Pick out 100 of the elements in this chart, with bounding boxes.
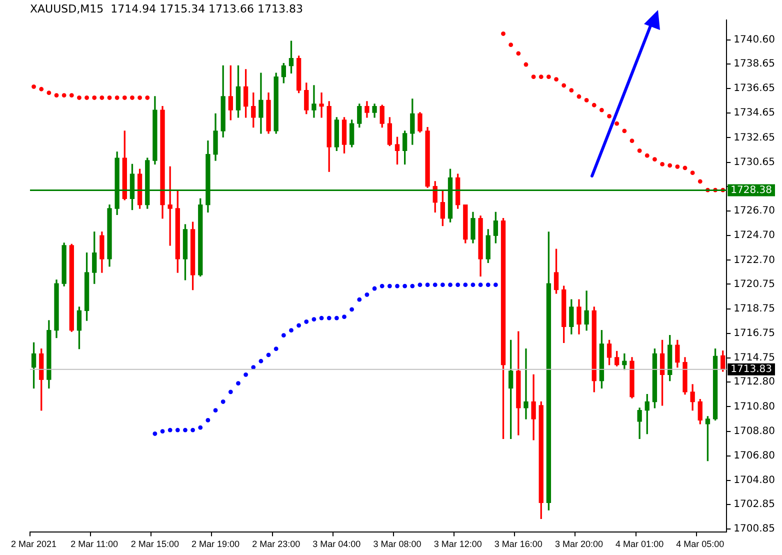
x-tick-label: 3 Mar 20:00 xyxy=(554,539,604,550)
point xyxy=(569,88,574,93)
point xyxy=(478,282,483,288)
point xyxy=(644,153,650,158)
point xyxy=(130,96,134,100)
x-tick-label: 2 Mar 15:00 xyxy=(130,539,179,550)
point xyxy=(675,164,680,169)
point xyxy=(538,74,544,80)
point xyxy=(380,284,384,288)
point xyxy=(372,286,377,291)
point xyxy=(622,128,627,134)
y-tick-label: 1726.70 xyxy=(734,206,776,217)
y-tick-label: 1724.70 xyxy=(734,230,776,242)
point xyxy=(266,352,271,358)
point xyxy=(508,42,514,48)
point xyxy=(251,365,256,370)
y-tick-label: 1734.65 xyxy=(734,108,776,119)
point xyxy=(281,333,286,338)
y-tick-label: 1730.65 xyxy=(734,156,776,168)
y-tick-label: 1708.80 xyxy=(734,426,776,437)
point xyxy=(62,93,66,98)
point xyxy=(213,408,218,413)
point xyxy=(258,358,264,364)
y-tick-label: 1738.65 xyxy=(734,58,776,70)
point xyxy=(637,148,642,153)
point xyxy=(46,90,52,96)
y-tick-label: 1718.75 xyxy=(734,303,776,314)
point xyxy=(220,400,226,404)
candlestick xyxy=(524,348,528,420)
point xyxy=(138,96,142,100)
x-tick-label: 2 Mar 11:00 xyxy=(70,539,118,550)
point xyxy=(190,428,196,432)
point xyxy=(228,390,233,394)
y-tick-label: 1706.80 xyxy=(734,450,776,462)
point xyxy=(440,282,445,288)
point xyxy=(682,166,688,170)
point xyxy=(698,179,702,184)
point xyxy=(69,93,74,98)
point xyxy=(152,432,158,436)
point xyxy=(84,96,89,100)
x-tick-label: 4 Mar 01:00 xyxy=(616,539,664,550)
y-tick-label: 1740.60 xyxy=(734,34,776,46)
point xyxy=(145,96,150,100)
point xyxy=(244,372,248,377)
point xyxy=(418,282,422,288)
point xyxy=(107,96,112,100)
x-tick-label: 2 Mar 19:00 xyxy=(192,539,240,550)
point xyxy=(576,94,582,99)
point xyxy=(402,284,408,288)
point xyxy=(493,282,498,288)
point xyxy=(660,162,664,166)
point xyxy=(183,428,188,432)
x-tick-label: 4 Mar 05:00 xyxy=(676,539,724,550)
point xyxy=(296,323,302,328)
point xyxy=(54,93,59,98)
x-tick-label: 3 Mar 08:00 xyxy=(373,539,422,550)
point xyxy=(168,428,172,432)
point xyxy=(326,316,332,320)
point xyxy=(206,418,210,422)
point xyxy=(546,74,551,80)
point xyxy=(77,96,82,100)
candlestick xyxy=(319,92,324,118)
point xyxy=(592,102,596,108)
point xyxy=(456,282,460,288)
point xyxy=(652,157,657,162)
y-tick-label: 1732.65 xyxy=(734,132,776,144)
point xyxy=(175,428,180,432)
point xyxy=(357,297,362,302)
point xyxy=(319,316,324,320)
point xyxy=(92,96,97,100)
point xyxy=(410,284,415,288)
point xyxy=(668,163,672,168)
point xyxy=(39,86,44,92)
point xyxy=(432,282,438,288)
ref-line-label: 1713.83 xyxy=(730,364,772,375)
point xyxy=(516,51,521,56)
point xyxy=(690,170,695,176)
point xyxy=(236,381,240,386)
point xyxy=(607,114,612,118)
y-tick-label: 1720.75 xyxy=(734,278,776,290)
point xyxy=(630,138,634,144)
point xyxy=(614,121,620,126)
point xyxy=(304,320,309,324)
point xyxy=(334,316,339,320)
point xyxy=(562,83,566,88)
ref-line-label: 1728.38 xyxy=(730,184,772,196)
x-tick-label: 2 Mar 2021 xyxy=(11,539,57,550)
x-tick-label: 3 Mar 12:00 xyxy=(434,539,482,550)
point xyxy=(395,284,400,288)
x-tick-label: 3 Mar 04:00 xyxy=(312,539,361,550)
y-tick-label: 1736.65 xyxy=(734,83,776,94)
point xyxy=(342,314,346,320)
chart-title: XAUUSD,M15 1714.94 1715.34 1713.66 1713.83 xyxy=(30,2,304,16)
point xyxy=(524,62,528,67)
y-tick-label: 1722.70 xyxy=(734,254,776,266)
point xyxy=(486,282,490,288)
y-tick-label: 1702.85 xyxy=(734,499,776,510)
point xyxy=(114,96,120,100)
y-tick-label: 1712.80 xyxy=(734,376,776,388)
point xyxy=(312,317,316,322)
